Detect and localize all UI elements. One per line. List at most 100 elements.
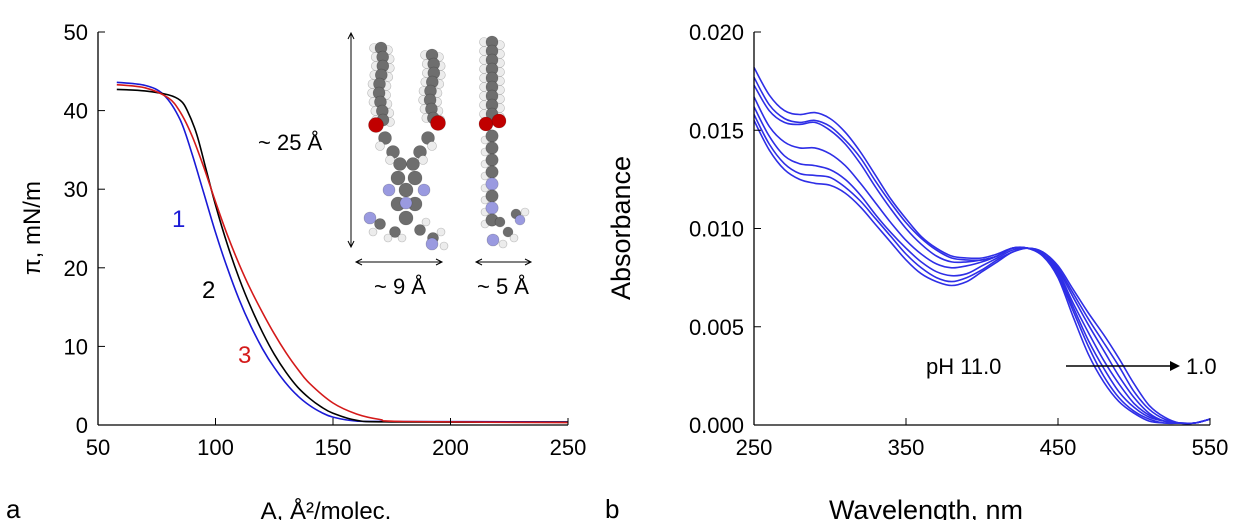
hydrogen-atom: [421, 217, 431, 227]
panel-a-label: a: [6, 494, 21, 520]
hydrogen-atom: [509, 233, 519, 243]
panel-b-y-axis-label: Absorbance: [606, 156, 636, 300]
carbon-atom: [390, 170, 406, 186]
panel-b-y-tick-label: 0.000: [689, 413, 744, 438]
panel-b-x-axis-label: Wavelength, nm: [829, 495, 1023, 520]
panel-a-x-tick-label: 50: [86, 435, 110, 460]
carbon-atom: [485, 141, 499, 155]
width-side-arrow-head-right: [524, 258, 533, 266]
panel-a-y-tick-label: 10: [64, 334, 88, 359]
isotherm-label-3: 3: [238, 342, 251, 369]
carbon-atom: [393, 157, 407, 171]
panel-b-spectra: [753, 67, 1211, 425]
panel-b-x-tick-label: 450: [1040, 435, 1077, 460]
hydrogen-atom: [418, 155, 428, 165]
hydrogen-atom: [427, 141, 437, 151]
carbon-atom: [502, 226, 514, 238]
ph-arrow-head: [1170, 361, 1180, 371]
panel-b-x-tick-label: 250: [736, 435, 773, 460]
panel-a-y-tick-label: 0: [76, 413, 88, 438]
carbon-atom: [407, 170, 423, 186]
panel-a-x-tick-label: 250: [550, 435, 587, 460]
carbon-atom: [389, 226, 401, 238]
absorbance-spectrum-6: [753, 114, 1211, 425]
hydrogen-atom: [397, 233, 407, 243]
hydrogen-atom: [439, 241, 449, 251]
nitrogen-atom: [425, 237, 439, 251]
nitrogen-atom: [514, 214, 526, 226]
oxygen-atom: [491, 113, 507, 129]
nitrogen-atom: [485, 201, 499, 215]
panel-b-y-tick-label: 0.015: [689, 118, 744, 143]
panel-a: 1 2 3 50 100 150 200 250 0 10 20 30 40 50 A, Å²/mole…: [6, 20, 586, 520]
panel-a-curves: 1 2 3: [116, 81, 569, 424]
oxygen-atom: [478, 116, 494, 132]
absorbance-spectrum-4: [753, 96, 1211, 425]
carbon-atom: [485, 189, 499, 203]
panel-b-label: b: [605, 494, 619, 520]
carbon-atom: [378, 131, 392, 145]
nitrogen-atom: [382, 183, 396, 197]
carbon-atom: [485, 153, 499, 167]
hydrogen-atom: [498, 239, 508, 249]
carbon-atom: [414, 224, 426, 236]
carbon-atom: [398, 210, 414, 226]
panel-a-x-tick-label: 150: [315, 435, 352, 460]
oxygen-atom: [368, 117, 384, 133]
panel-a-y-tick-label: 40: [64, 99, 88, 124]
panel-a-y-tick-label: 20: [64, 256, 88, 281]
length-arrow-head-top: [347, 31, 355, 40]
hydrogen-atom: [385, 155, 395, 165]
nitrogen-atom: [399, 196, 413, 210]
panel-a-x-tick-label: 200: [432, 435, 469, 460]
oxygen-atom: [430, 115, 446, 131]
carbon-atom: [374, 218, 386, 230]
length-label: ~ 25 Å: [258, 130, 323, 155]
absorbance-spectrum-7: [753, 120, 1211, 425]
molecule-inset: ~ 25 Å ~ 9 Å ~ 5 Å: [258, 31, 533, 299]
absorbance-spectrum-5: [753, 106, 1211, 425]
panel-a-x-tick-label: 100: [197, 435, 234, 460]
hydrogen-atom: [436, 227, 446, 237]
panel-a-y-tick-label: 30: [64, 177, 88, 202]
panel-a-y-axis-label: π, mN/m: [19, 181, 46, 275]
panel-a-axes: 50 100 150 200 250 0 10 20 30 40 50: [64, 20, 587, 460]
panel-b-axes: 250 350 450 550 0.000 0.005 0.010 0.015 0.020: [689, 20, 1228, 460]
absorbance-spectrum-3: [753, 84, 1211, 425]
nitrogen-atom: [485, 177, 499, 191]
isotherm-curve-3: [116, 83, 569, 424]
isotherm-curve-1: [116, 81, 569, 423]
panel-b-x-tick-label: 350: [888, 435, 925, 460]
carbon-atom: [485, 129, 499, 143]
width-side-label: ~ 5 Å: [477, 274, 529, 299]
molecule-side-view: [478, 35, 530, 249]
width-front-arrow-head-left: [354, 258, 363, 266]
panel-b-y-tick-label: 0.010: [689, 217, 744, 242]
hydrogen-atom: [368, 227, 378, 237]
nitrogen-atom: [486, 233, 500, 247]
width-side-arrow-head-left: [474, 258, 483, 266]
carbon-atom: [398, 182, 414, 198]
carbon-atom: [494, 216, 506, 228]
carbon-atom: [485, 165, 499, 179]
nitrogen-atom: [363, 211, 377, 225]
width-front-label: ~ 9 Å: [374, 274, 426, 299]
panel-a-x-axis-label: A, Å²/molec.: [261, 497, 392, 520]
isotherm-curve-2: [116, 88, 569, 423]
hydrogen-atom: [520, 207, 530, 217]
length-arrow-head-bottom: [347, 240, 355, 249]
hydrogen-atom: [383, 233, 393, 243]
carbon-atom: [406, 157, 420, 171]
ph-end-label: 1.0: [1186, 354, 1217, 379]
isotherm-label-2: 2: [202, 277, 215, 304]
hydrogen-atom: [375, 141, 385, 151]
nitrogen-atom: [417, 183, 431, 197]
width-front-arrow-head-right: [435, 258, 444, 266]
panel-a-y-tick-label: 50: [64, 20, 88, 45]
ph-start-label: pH 11.0: [926, 354, 1001, 379]
absorbance-spectrum-1: [753, 67, 1211, 425]
panel-b-y-tick-label: 0.020: [689, 20, 744, 45]
panel-b-x-tick-label: 550: [1192, 435, 1229, 460]
panel-b: 250 350 450 550 0.000 0.005 0.010 0.015 0.020 Wa…: [605, 20, 1228, 520]
